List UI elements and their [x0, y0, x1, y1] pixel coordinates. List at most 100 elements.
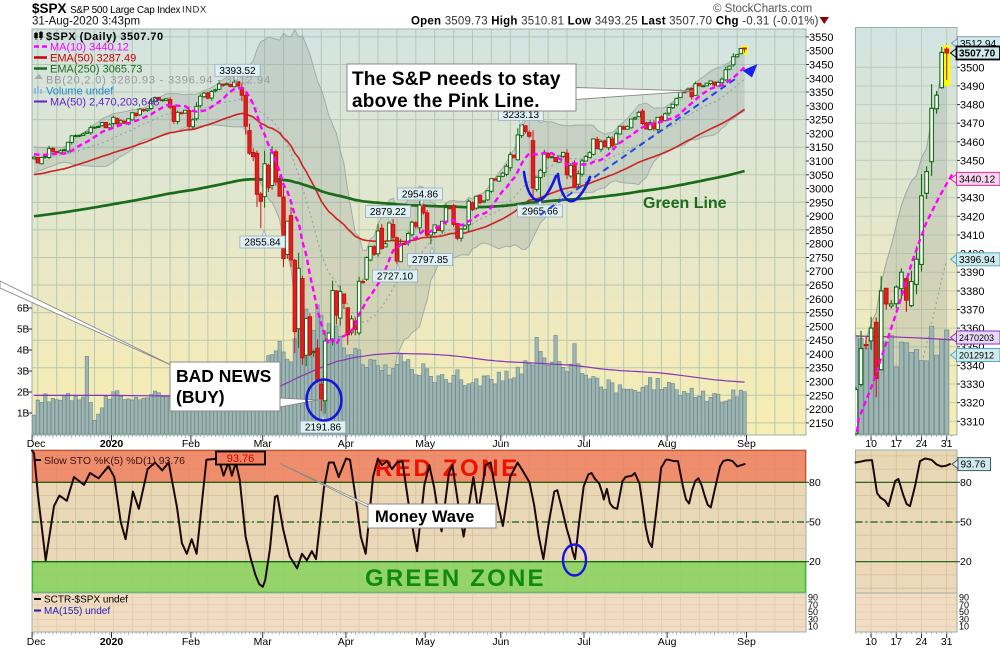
svg-text:Sep: Sep [737, 438, 756, 450]
svg-text:3507.70: 3507.70 [959, 49, 996, 60]
svg-text:3450: 3450 [960, 155, 984, 167]
svg-text:1B: 1B [17, 409, 30, 420]
svg-text:3470: 3470 [960, 118, 984, 130]
svg-text:2470203: 2470203 [959, 333, 994, 343]
svg-text:2950: 2950 [809, 197, 833, 209]
svg-text:31: 31 [941, 636, 953, 648]
svg-text:May: May [415, 636, 436, 648]
svg-text:3100: 3100 [809, 156, 833, 168]
svg-text:3550: 3550 [809, 32, 833, 44]
svg-text:2650: 2650 [809, 280, 833, 292]
svg-text:3420: 3420 [960, 211, 984, 223]
svg-text:3050: 3050 [809, 170, 833, 182]
svg-text:3150: 3150 [809, 142, 833, 154]
svg-text:3500: 3500 [809, 46, 833, 58]
svg-text:Open 3509.73 High 3510.81 Low: Open 3509.73 High 3510.81 Low 3493.25 La… [411, 16, 819, 28]
svg-text:5B: 5B [17, 325, 30, 336]
svg-text:24: 24 [916, 636, 928, 648]
svg-text:The S&P needs to stay: The S&P needs to stay [352, 69, 561, 90]
svg-text:2012912: 2012912 [959, 351, 994, 361]
svg-text:10: 10 [959, 622, 969, 632]
svg-text:Feb: Feb [182, 636, 200, 648]
svg-text:2600: 2600 [809, 294, 833, 306]
svg-text:50: 50 [809, 517, 821, 529]
svg-text:$SPX: $SPX [32, 1, 67, 16]
svg-text:2300: 2300 [809, 377, 833, 389]
svg-text:2250: 2250 [809, 390, 833, 402]
svg-text:3396.94: 3396.94 [959, 255, 996, 266]
svg-text:2500: 2500 [809, 321, 833, 333]
svg-text:2020: 2020 [100, 636, 124, 648]
svg-text:INDX: INDX [182, 5, 207, 16]
svg-text:2900: 2900 [809, 211, 833, 223]
svg-text:10: 10 [865, 438, 877, 450]
svg-text:Dec: Dec [27, 438, 46, 450]
svg-text:Apr: Apr [338, 438, 355, 450]
svg-text:Dec: Dec [27, 636, 46, 648]
svg-text:2B: 2B [17, 388, 30, 399]
svg-text:93.76: 93.76 [961, 460, 986, 471]
svg-text:20: 20 [960, 556, 972, 568]
svg-text:2855.84: 2855.84 [244, 238, 281, 249]
svg-text:Feb: Feb [182, 438, 200, 450]
svg-text:Aug: Aug [658, 438, 677, 450]
svg-text:17: 17 [890, 636, 902, 648]
svg-text:3490: 3490 [960, 81, 984, 93]
svg-text:50: 50 [960, 517, 972, 529]
svg-text:2400: 2400 [809, 349, 833, 361]
svg-text:2550: 2550 [809, 308, 833, 320]
svg-text:3370: 3370 [960, 305, 984, 317]
svg-text:80: 80 [960, 477, 972, 489]
svg-text:2750: 2750 [809, 253, 833, 265]
svg-text:Sep: Sep [737, 636, 756, 648]
svg-text:3430: 3430 [960, 193, 984, 205]
svg-text:3250: 3250 [809, 115, 833, 127]
svg-text:Jun: Jun [492, 636, 509, 648]
svg-text:Jul: Jul [577, 438, 590, 450]
svg-text:20: 20 [809, 556, 821, 568]
svg-text:3450: 3450 [809, 60, 833, 72]
svg-text:2200: 2200 [809, 404, 833, 416]
svg-text:2150: 2150 [809, 418, 833, 430]
svg-text:Slow STO %K(5) %D(1) 93.76: Slow STO %K(5) %D(1) 93.76 [44, 455, 185, 467]
svg-text:2020: 2020 [100, 438, 124, 450]
svg-text:2965.66: 2965.66 [522, 207, 559, 218]
svg-text:May: May [415, 438, 436, 450]
svg-text:2700: 2700 [809, 266, 833, 278]
svg-text:3410: 3410 [960, 230, 984, 242]
svg-text:3300: 3300 [809, 101, 833, 113]
svg-text:3320: 3320 [960, 398, 984, 410]
svg-text:Mar: Mar [254, 438, 273, 450]
svg-text:10: 10 [865, 636, 877, 648]
svg-text:3460: 3460 [960, 137, 984, 149]
svg-text:3340: 3340 [960, 360, 984, 372]
svg-text:Jul: Jul [577, 636, 590, 648]
svg-text:2879.22: 2879.22 [370, 207, 407, 218]
svg-text:2800: 2800 [809, 239, 833, 251]
svg-text:3480: 3480 [960, 100, 984, 112]
svg-text:3440.12: 3440.12 [959, 175, 996, 186]
svg-text:Aug: Aug [658, 636, 677, 648]
svg-text:MA(155) undef: MA(155) undef [44, 606, 110, 617]
svg-text:3330: 3330 [960, 379, 984, 391]
svg-text:3000: 3000 [809, 184, 833, 196]
svg-text:Apr: Apr [338, 636, 355, 648]
svg-text:MA(50) 2,470,203,648: MA(50) 2,470,203,648 [50, 97, 159, 109]
svg-text:3350: 3350 [809, 87, 833, 99]
svg-text:GREEN ZONE: GREEN ZONE [365, 565, 546, 592]
svg-text:2954.86: 2954.86 [402, 190, 439, 201]
svg-text:© StockCharts.com: © StockCharts.com [713, 3, 812, 15]
svg-text:BAD NEWS: BAD NEWS [176, 366, 271, 386]
svg-text:2350: 2350 [809, 363, 833, 375]
svg-text:17: 17 [890, 438, 902, 450]
svg-text:31-Aug-2020 3:43pm: 31-Aug-2020 3:43pm [32, 16, 140, 28]
svg-text:3380: 3380 [960, 286, 984, 298]
svg-text:3200: 3200 [809, 128, 833, 140]
svg-text:2727.10: 2727.10 [377, 272, 414, 283]
svg-text:3310: 3310 [960, 416, 984, 428]
svg-text:3390: 3390 [960, 267, 984, 279]
svg-text:24: 24 [916, 438, 928, 450]
svg-text:80: 80 [809, 477, 821, 489]
svg-text:above the Pink Line.: above the Pink Line. [352, 91, 540, 112]
svg-text:2850: 2850 [809, 225, 833, 237]
